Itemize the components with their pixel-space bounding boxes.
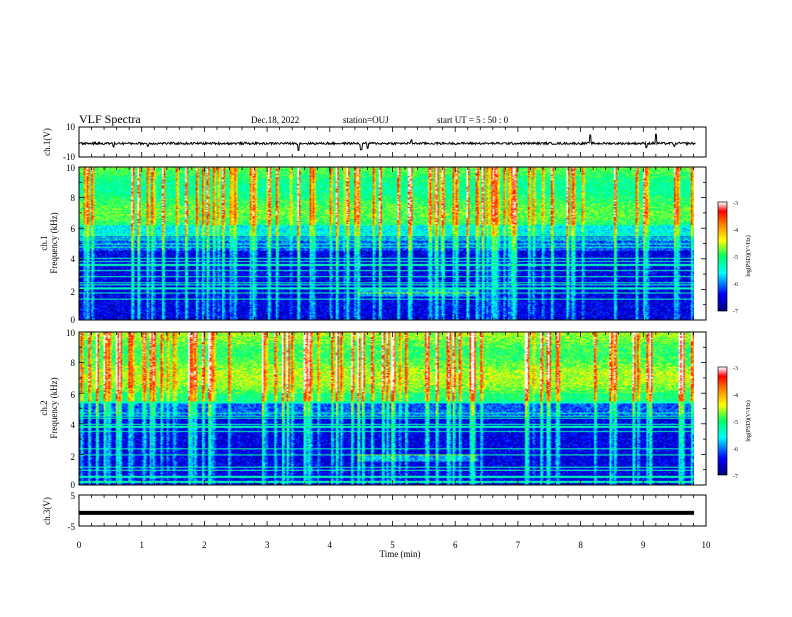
x-tick-label: 6: [453, 540, 458, 550]
ch3-ytick-5: 5: [71, 491, 76, 501]
header-date: Dec.18, 2022: [251, 115, 299, 125]
x-tick-label: 10: [702, 540, 712, 550]
ch2-spec-ytick-8: 8: [71, 358, 76, 368]
ch2-colorbar-gradient: [718, 367, 727, 475]
x-tick-label: 3: [265, 540, 270, 550]
ch2-colorbar-tick-m7: -7: [733, 474, 738, 480]
header-station: station=OUJ: [343, 115, 389, 125]
ch1-waveform-ylabel: ch.1(V): [42, 128, 52, 156]
x-tick-label: 2: [202, 540, 207, 550]
ch3-ytick-neg5: -5: [68, 522, 76, 532]
x-tick-label: 4: [328, 540, 333, 550]
x-axis-label: Time (min): [380, 549, 421, 559]
ch1-colorbar-tick-m4: -4: [733, 228, 738, 234]
ch1-waveform-line: [78, 133, 696, 151]
ch2-spec-ylabel-channel: ch.2: [39, 400, 49, 415]
x-tick-label: 7: [516, 540, 521, 550]
ch2-colorbar-label: log(PSD)(V²/Hz): [745, 400, 752, 441]
axis-ticks: [78, 127, 707, 526]
x-tick-label: 0: [77, 540, 82, 550]
ch1-spec-ylabel-channel: ch.1: [39, 235, 49, 250]
ch1-spectrogram-image: [79, 167, 694, 320]
ch1-spec-ytick-6: 6: [71, 224, 76, 234]
ch2-spec-ytick-4: 4: [71, 420, 76, 430]
ch1-spec-ytick-8: 8: [71, 193, 76, 203]
ch1-spec-ytick-0: 0: [71, 315, 76, 325]
ch1-colorbar-tick-m6: -6: [733, 282, 738, 288]
x-tick-label: 8: [578, 540, 583, 550]
figure-title: VLF Spectra: [79, 112, 141, 126]
x-tick-label: 1: [139, 540, 144, 550]
ch2-spec-ytick-10: 10: [66, 328, 76, 338]
ch1-colorbar-frame: [717, 201, 728, 312]
ch1-colorbar-gradient: [718, 202, 727, 311]
ch2-colorbar-tick-m5: -5: [733, 420, 738, 426]
ch2-colorbar-frame: [717, 366, 728, 476]
ch2-colorbar-tick-m3: -3: [733, 366, 738, 372]
ch2-colorbar-tick-m6: -6: [733, 447, 738, 453]
ch3-ylabel: ch.3(V): [42, 497, 52, 525]
ch1-colorbar-tick-m5: -5: [733, 255, 738, 261]
header-start-time: start UT = 5 : 50 : 0: [437, 115, 509, 125]
ch2-spec-ytick-0: 0: [71, 480, 76, 490]
ch1-spec-ylabel-frequency: Frequency (kHz): [49, 212, 59, 273]
x-tick-label: 9: [641, 540, 646, 550]
x-tick-label: 5: [390, 540, 395, 550]
ch1-ytick-label-bottom: -10: [63, 152, 75, 162]
ch2-spec-ylabel-frequency: Frequency (kHz): [49, 377, 59, 438]
ch2-spectrogram-image: [79, 332, 694, 485]
x-tick-labels: 0 1 2 3 4 5 6 7 8 9 10: [77, 540, 711, 550]
ch1-colorbar-label: log(PSD)(V²/Hz): [745, 235, 752, 276]
ch2-colorbar-tick-m4: -4: [733, 393, 738, 399]
ch1-colorbar-tick-m3: -3: [733, 201, 738, 207]
ch1-spec-ytick-4: 4: [71, 254, 76, 264]
ch1-ytick-label-top: 10: [66, 122, 76, 132]
ch1-colorbar-tick-m7: -7: [733, 309, 738, 315]
ch2-spec-ytick-2: 2: [71, 452, 76, 462]
ch1-spec-ytick-2: 2: [71, 287, 76, 297]
ch1-spec-ytick-10: 10: [66, 163, 76, 173]
ch2-spec-ytick-6: 6: [71, 390, 76, 400]
